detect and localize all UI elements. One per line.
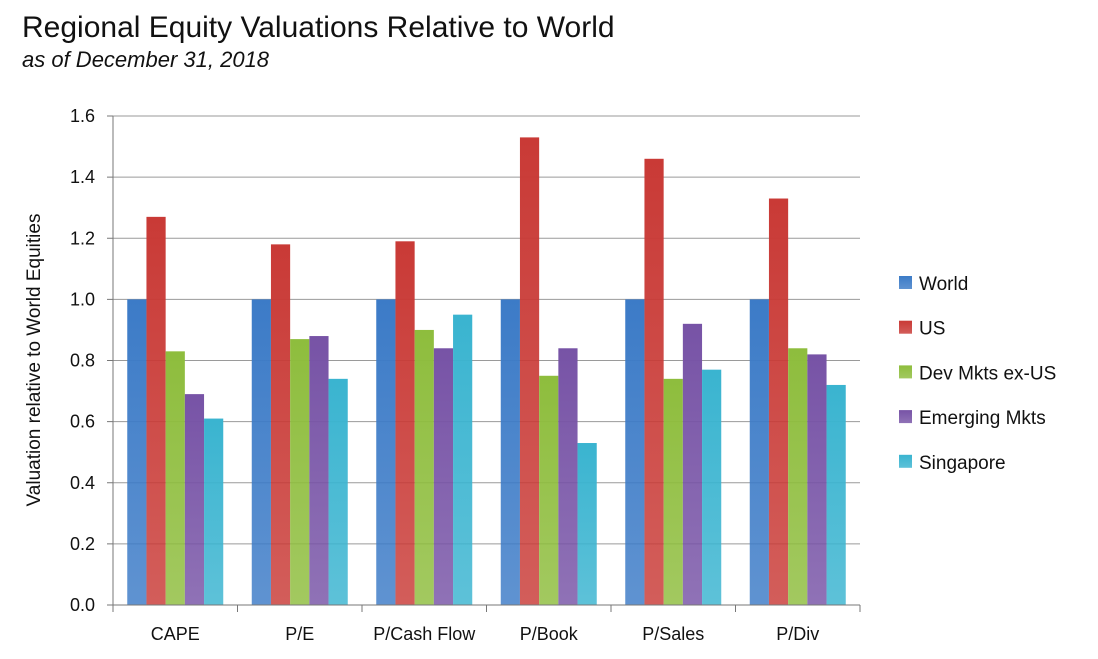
axes: 0.0 0.2 0.4 0.6 0.8 1.0 1.2 1.4 1.6 CAPE P/E P/Cash… [70,106,861,644]
y-tick-label: 0.8 [70,351,95,371]
bar-dev-mkts-ex-us-p-book [539,375,559,605]
bar-singapore-p-sales [702,369,722,605]
bar-world-cape [127,299,147,605]
bar-us-p-e [270,244,291,606]
legend-swatch-singapore [899,454,912,468]
y-tick-label: 0.0 [70,595,95,615]
bar-dev-mkts-ex-us-p-div [788,348,808,605]
x-tick-label: P/Div [776,624,819,644]
bar-emerging-mkts-p-cash-flow [433,348,454,605]
bar-dev-mkts-ex-us-p-e [290,339,310,605]
bar-us-p-cash-flow [395,241,415,605]
gridlines [113,115,860,606]
bars [127,137,846,606]
x-tick-label: P/E [285,624,314,644]
y-axis-label: Valuation relative to World Equities [24,214,45,507]
legend-swatch-dev-mkts-ex-us [899,365,912,379]
x-tick-label: CAPE [151,624,200,644]
y-tick-label: 0.6 [70,412,95,432]
legend-label-emerging-mkts: Emerging Mkts [919,408,1046,429]
bar-emerging-mkts-p-sales [682,323,703,605]
bar-world-p-e [251,299,271,605]
bar-us-p-div [768,198,789,606]
bar-us-cape [146,216,166,605]
y-tick-label: 0.4 [70,473,95,493]
bar-world-p-cash-flow [376,299,396,605]
y-tick-label: 1.2 [70,228,95,248]
bar-emerging-mkts-cape [184,394,205,605]
bar-singapore-p-book [577,443,597,605]
bar-singapore-p-div [826,384,846,605]
legend-label-singapore: Singapore [919,453,1006,474]
bar-emerging-mkts-p-book [558,348,578,605]
bar-dev-mkts-ex-us-cape [165,351,185,605]
legend-label-us: US [919,319,945,340]
legend-label-world: World [919,274,968,295]
legend-swatch-us [899,320,912,334]
bar-world-p-sales [625,299,645,605]
chart-title: Regional Equity Valuations Relative to W… [22,11,615,44]
bar-world-p-book [500,299,520,605]
bar-singapore-p-cash-flow [453,314,473,605]
bar-emerging-mkts-p-e [309,336,329,605]
x-tick-label: P/Book [520,624,579,644]
y-tick-label: 1.6 [70,106,95,126]
legend-swatch-emerging-mkts [899,410,912,424]
bar-dev-mkts-ex-us-p-sales [663,378,683,605]
bar-singapore-cape [204,418,224,605]
bar-dev-mkts-ex-us-p-cash-flow [414,329,434,605]
bar-singapore-p-e [328,378,348,605]
x-tick-label: P/Cash Flow [373,624,476,644]
bar-us-p-book [519,137,540,606]
bar-world-p-div [749,299,769,605]
legend-label-dev-mkts-ex-us: Dev Mkts ex-US [919,363,1056,384]
chart-subtitle: as of December 31, 2018 [22,47,270,72]
legend: World US Dev Mkts ex-US Emerging Mkts Singap… [899,274,1056,474]
y-tick-label: 0.2 [70,534,95,554]
y-tick-label: 1.0 [70,289,95,309]
bar-emerging-mkts-p-div [807,354,827,605]
x-tick-label: P/Sales [642,624,704,644]
legend-swatch-world [899,276,912,289]
y-tick-label: 1.4 [70,167,95,187]
bar-us-p-sales [644,158,664,605]
